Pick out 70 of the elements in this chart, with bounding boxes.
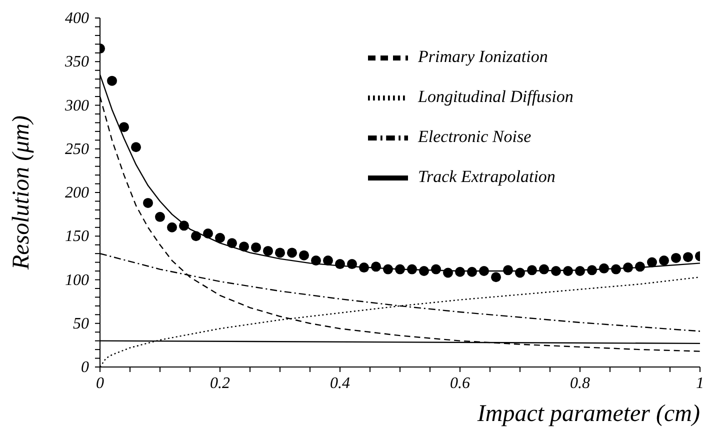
point — [659, 256, 669, 266]
point — [119, 122, 129, 132]
point — [503, 265, 513, 276]
legend-label: Electronic Noise — [418, 126, 532, 146]
point — [167, 222, 177, 232]
point — [623, 262, 633, 273]
y-tick-label: 400 — [65, 10, 89, 27]
point — [383, 264, 393, 274]
point — [395, 264, 405, 274]
point — [455, 266, 465, 277]
legend-label: Longitudinal Diffusion — [418, 86, 574, 106]
x-tick-label: 0.2 — [210, 375, 230, 392]
point — [335, 259, 345, 270]
point — [227, 238, 237, 248]
point — [359, 262, 369, 273]
point — [515, 268, 525, 278]
point — [419, 266, 429, 276]
point — [347, 259, 357, 270]
x-tick-label: 0 — [96, 375, 104, 392]
point — [671, 252, 681, 263]
point — [203, 228, 213, 239]
y-tick-label: 200 — [65, 184, 89, 202]
point — [551, 266, 561, 276]
point — [251, 242, 261, 252]
point — [443, 268, 453, 278]
point — [323, 256, 333, 266]
point — [131, 142, 141, 152]
y-tick-label: 250 — [65, 140, 89, 158]
point — [407, 264, 417, 274]
point — [647, 257, 657, 268]
point — [611, 264, 621, 274]
point — [467, 266, 477, 277]
y-tick-label: 350 — [64, 54, 89, 71]
point — [635, 262, 645, 272]
y-tick-label: 150 — [65, 228, 89, 246]
point — [239, 242, 249, 252]
y-tick-label: 300 — [64, 97, 89, 114]
point — [287, 248, 297, 258]
point — [431, 264, 441, 274]
point — [263, 246, 273, 256]
x-axis-title: Impact parameter (cm) — [476, 401, 700, 427]
point — [539, 264, 549, 274]
point — [215, 232, 225, 243]
point — [527, 265, 537, 276]
point — [155, 212, 165, 222]
y-tick-label: 100 — [65, 272, 89, 289]
point — [371, 262, 381, 272]
point — [563, 266, 573, 276]
x-tick-label: 0.4 — [330, 375, 350, 392]
point — [683, 252, 693, 262]
point — [179, 220, 189, 231]
point — [575, 266, 585, 276]
point — [491, 272, 501, 282]
legend-label: Primary Ionization — [418, 46, 548, 66]
y-tick-label: 0 — [81, 359, 89, 376]
point — [107, 76, 117, 86]
point — [311, 256, 321, 266]
point — [191, 231, 201, 242]
legend-label: Track Extrapolation — [418, 166, 556, 186]
x-tick-label: 0.8 — [570, 375, 590, 392]
point — [479, 266, 489, 276]
x-tick-label: 1 — [696, 375, 704, 392]
x-tick-label: 0.6 — [450, 375, 470, 392]
point — [599, 263, 609, 274]
y-tick-label: 50 — [73, 315, 89, 332]
point — [587, 265, 597, 276]
point — [275, 248, 285, 258]
point — [299, 250, 309, 260]
point — [143, 198, 153, 208]
y-axis-title: Resolution (μm) — [8, 115, 35, 271]
